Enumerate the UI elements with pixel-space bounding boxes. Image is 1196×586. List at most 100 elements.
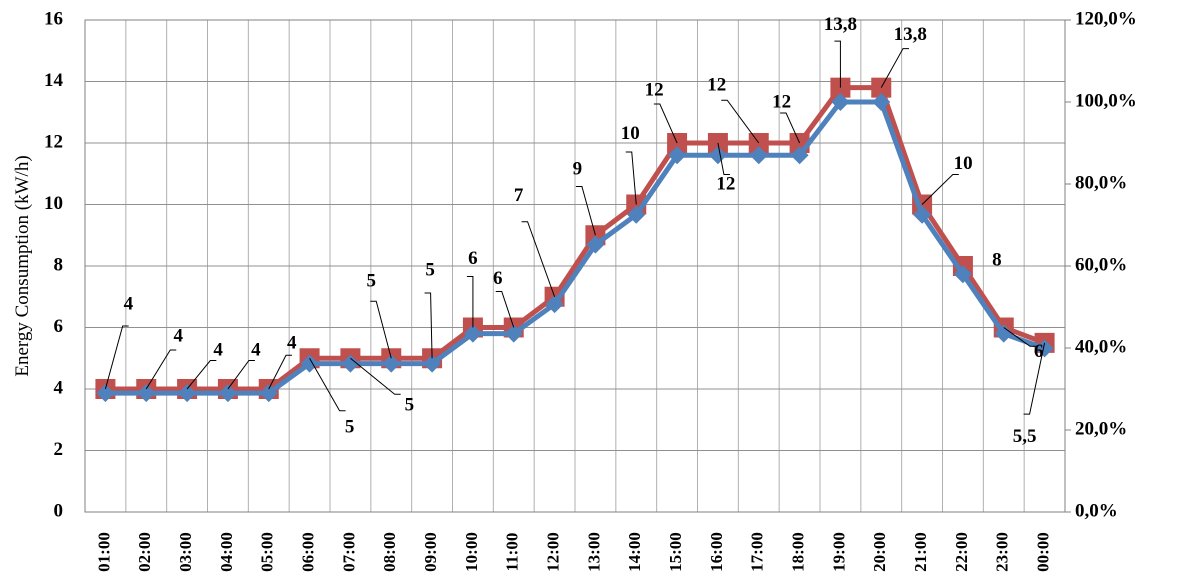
- leader-line: [186, 360, 217, 390]
- data-label: 9: [573, 159, 583, 180]
- data-label: 5: [367, 271, 377, 292]
- marker: [790, 146, 809, 165]
- y2-tick-label: 120,0%: [1075, 8, 1137, 29]
- leader-line: [370, 300, 392, 359]
- data-label: 5,5: [1013, 426, 1037, 447]
- marker: [300, 354, 319, 373]
- x-tick-label: 17:00: [748, 532, 767, 572]
- leader-line: [104, 325, 129, 390]
- x-tick-label: 10:00: [462, 532, 481, 572]
- y2-tick-label: 40,0%: [1075, 336, 1127, 357]
- data-label: 12: [645, 79, 664, 100]
- leader-line: [495, 291, 515, 328]
- x-tick-label: 15:00: [666, 532, 685, 572]
- y2-tick-label: 0,0%: [1075, 500, 1118, 521]
- marker: [627, 205, 646, 224]
- marker: [341, 354, 360, 373]
- x-tick-label: 16:00: [707, 532, 726, 572]
- marker: [749, 146, 768, 165]
- data-label: 6: [493, 268, 503, 289]
- data-label: 10: [621, 123, 640, 144]
- marker: [218, 384, 237, 403]
- leader-line: [268, 354, 292, 390]
- marker: [1035, 339, 1054, 358]
- leader-line: [653, 103, 678, 144]
- leader-line: [521, 221, 556, 297]
- x-tick-label: 19:00: [829, 532, 848, 572]
- x-tick-label: 06:00: [298, 532, 317, 572]
- x-tick-label: 21:00: [911, 532, 930, 572]
- y-tick-label: 2: [54, 439, 64, 460]
- marker: [259, 384, 278, 403]
- x-tick-label: 23:00: [993, 532, 1012, 572]
- data-label: 6: [468, 248, 478, 269]
- data-label: 13,8: [894, 24, 927, 45]
- x-tick-label: 02:00: [135, 532, 154, 572]
- data-label: 5: [405, 395, 415, 416]
- leader-line: [145, 349, 177, 390]
- data-label: 8: [992, 249, 1002, 270]
- marker: [96, 384, 115, 403]
- leader-line: [721, 99, 760, 144]
- marker: [178, 384, 197, 403]
- leader-line: [350, 357, 401, 395]
- x-tick-label: 11:00: [503, 533, 522, 572]
- x-tick-label: 20:00: [870, 532, 889, 572]
- marker: [137, 384, 156, 403]
- x-tick-label: 13:00: [584, 532, 603, 572]
- marker: [586, 235, 605, 254]
- marker: [994, 324, 1013, 343]
- leader-line: [424, 292, 433, 359]
- y-tick-label: 0: [54, 500, 64, 521]
- data-label: 13,8: [824, 14, 857, 35]
- marker: [382, 354, 401, 373]
- x-tick-label: 03:00: [176, 532, 195, 572]
- y2-tick-label: 100,0%: [1075, 90, 1137, 111]
- x-tick-label: 18:00: [788, 532, 807, 572]
- y-tick-label: 8: [54, 254, 64, 275]
- x-tick-label: 09:00: [421, 532, 440, 572]
- data-label: 4: [213, 339, 223, 360]
- marker: [872, 93, 891, 111]
- data-label: 4: [174, 325, 184, 346]
- x-tick-label: 00:00: [1033, 532, 1052, 572]
- leader-line: [834, 40, 841, 88]
- x-tick-label: 05:00: [258, 532, 277, 572]
- y-tick-label: 16: [44, 8, 63, 29]
- y-axis-label: Energy Consumption (kW/h): [12, 155, 33, 376]
- data-label: 7: [514, 185, 524, 206]
- marker: [913, 205, 932, 224]
- marker: [831, 93, 850, 111]
- leader-line: [880, 48, 909, 88]
- x-tick-label: 22:00: [952, 532, 971, 572]
- y2-tick-label: 80,0%: [1075, 172, 1127, 193]
- x-tick-label: 12:00: [543, 532, 562, 572]
- data-label: 12: [772, 91, 791, 112]
- data-label: 6: [1034, 341, 1044, 362]
- data-label: 5: [425, 260, 435, 281]
- data-label: 4: [251, 339, 261, 360]
- leader-line: [1003, 327, 1036, 347]
- y-tick-label: 6: [54, 316, 64, 337]
- marker: [953, 265, 972, 284]
- data-label: 5: [345, 417, 355, 438]
- leader-line: [575, 186, 596, 236]
- marker: [423, 354, 442, 373]
- y2-tick-label: 60,0%: [1075, 254, 1127, 275]
- leader-line: [1023, 342, 1046, 415]
- y-tick-label: 10: [44, 193, 63, 214]
- y-tick-label: 14: [44, 70, 64, 91]
- x-tick-label: 07:00: [339, 532, 358, 572]
- y2-tick-label: 20,0%: [1075, 418, 1127, 439]
- data-label: 12: [707, 74, 726, 95]
- x-tick-label: 08:00: [380, 532, 399, 572]
- leader-line: [227, 360, 255, 390]
- marker: [668, 146, 687, 165]
- marker: [708, 146, 727, 165]
- leader-line: [717, 142, 730, 175]
- marker: [504, 324, 523, 343]
- leader-line: [466, 276, 474, 328]
- leader-line: [780, 112, 801, 144]
